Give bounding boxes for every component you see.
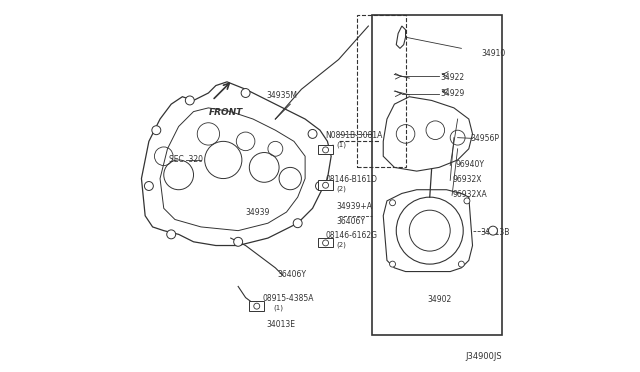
Circle shape xyxy=(241,89,250,97)
Text: FRONT: FRONT xyxy=(209,108,243,117)
Text: 08915-4385A: 08915-4385A xyxy=(262,294,314,303)
Text: 34956P: 34956P xyxy=(470,134,500,143)
Circle shape xyxy=(390,261,396,267)
Circle shape xyxy=(464,198,470,204)
Text: (1): (1) xyxy=(273,305,284,311)
Circle shape xyxy=(316,182,324,190)
Circle shape xyxy=(152,126,161,135)
Circle shape xyxy=(167,230,175,239)
Text: 96940Y: 96940Y xyxy=(456,160,484,169)
Text: 36406Y: 36406Y xyxy=(337,217,365,226)
Text: 34013E: 34013E xyxy=(266,320,295,329)
Bar xyxy=(318,145,333,154)
Circle shape xyxy=(293,219,302,228)
Text: 34013B: 34013B xyxy=(480,228,509,237)
Bar xyxy=(357,15,406,167)
Text: 36406Y: 36406Y xyxy=(277,270,306,279)
Bar xyxy=(318,180,333,190)
Text: (2): (2) xyxy=(337,186,347,192)
Text: 34922: 34922 xyxy=(441,73,465,82)
Circle shape xyxy=(308,129,317,138)
Text: 34939+A: 34939+A xyxy=(337,202,372,211)
Text: (1): (1) xyxy=(337,141,347,148)
Text: 34935M: 34935M xyxy=(266,92,297,100)
Text: 08146-B161D: 08146-B161D xyxy=(326,175,378,184)
Text: N0891B-3081A: N0891B-3081A xyxy=(326,131,383,140)
Text: 96932X: 96932X xyxy=(452,175,481,184)
Bar xyxy=(372,15,502,335)
Text: 34939: 34939 xyxy=(246,208,270,217)
Bar xyxy=(250,301,264,311)
Text: (2): (2) xyxy=(337,242,347,248)
Text: 08146-6162G: 08146-6162G xyxy=(326,231,378,240)
Circle shape xyxy=(488,226,497,235)
Text: 34929: 34929 xyxy=(441,89,465,98)
Text: 96932XA: 96932XA xyxy=(452,190,487,199)
Text: J34900JS: J34900JS xyxy=(466,352,502,361)
Circle shape xyxy=(458,261,465,267)
Text: 34910: 34910 xyxy=(481,49,506,58)
Circle shape xyxy=(186,96,195,105)
Circle shape xyxy=(145,182,154,190)
Circle shape xyxy=(234,237,243,246)
Circle shape xyxy=(390,200,396,206)
Text: 34902: 34902 xyxy=(427,295,451,304)
Bar xyxy=(318,238,333,247)
Text: SEC. 320: SEC. 320 xyxy=(170,155,204,164)
